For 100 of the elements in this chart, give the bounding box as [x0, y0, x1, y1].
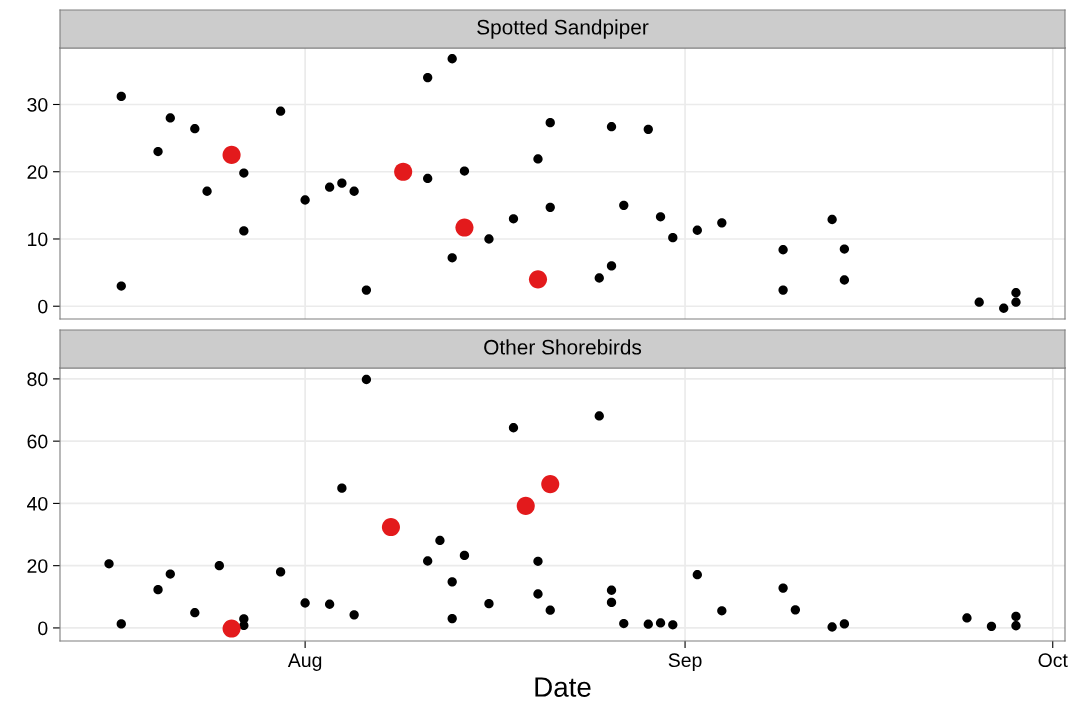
y-tick-label: 40 — [27, 496, 48, 511]
point — [447, 613, 457, 624]
point — [643, 124, 653, 135]
point — [447, 577, 457, 587]
point — [423, 173, 433, 184]
point — [349, 610, 359, 620]
point — [516, 496, 535, 515]
point — [337, 483, 347, 493]
point — [827, 214, 837, 225]
point — [668, 620, 678, 630]
x-tick-label: Aug — [287, 653, 322, 671]
point — [692, 225, 702, 235]
y-tick-label: 20 — [27, 165, 48, 179]
x-tick-label: Oct — [1038, 653, 1068, 668]
point — [606, 261, 617, 271]
y-tick-label: 0 — [38, 621, 48, 636]
point — [324, 599, 335, 609]
point — [839, 619, 850, 629]
point — [533, 556, 543, 566]
chart-title: Spotted Sandpiper — [477, 19, 649, 39]
y-tick-label: 30 — [27, 97, 48, 112]
point — [986, 621, 997, 632]
point — [214, 561, 224, 571]
point — [190, 124, 200, 134]
point — [606, 122, 617, 132]
point — [275, 106, 286, 116]
point — [361, 374, 372, 385]
point — [839, 244, 850, 254]
point — [655, 212, 666, 222]
y-tick-label: 80 — [27, 372, 48, 387]
point — [528, 270, 548, 289]
point — [1011, 297, 1021, 307]
point — [778, 583, 788, 593]
point — [222, 145, 241, 164]
point — [394, 162, 413, 181]
point — [717, 218, 727, 228]
point — [508, 214, 519, 224]
point — [533, 589, 543, 599]
point — [423, 72, 433, 83]
point — [435, 535, 445, 546]
point — [165, 569, 175, 579]
point — [619, 200, 629, 211]
chart-title: Other Shorebirds — [484, 339, 642, 355]
point — [655, 618, 666, 628]
x-tick-label: Sep — [668, 653, 702, 671]
point — [594, 411, 604, 421]
point — [717, 606, 727, 616]
point — [153, 146, 163, 157]
point — [606, 597, 617, 608]
point — [423, 556, 433, 566]
point — [116, 281, 126, 291]
y-tick-label: 20 — [27, 559, 48, 573]
point — [1011, 611, 1021, 622]
point — [459, 166, 470, 176]
point — [839, 275, 850, 285]
point — [606, 585, 617, 595]
point — [104, 559, 114, 569]
point — [790, 605, 801, 615]
point — [459, 550, 470, 561]
point — [827, 622, 837, 632]
y-tick-label: 60 — [27, 434, 48, 449]
point — [116, 619, 126, 629]
point — [349, 186, 359, 196]
point — [962, 613, 972, 623]
x-axis-title: Date — [535, 677, 591, 697]
point — [455, 218, 474, 237]
point — [324, 182, 335, 192]
point — [202, 186, 212, 196]
point — [545, 117, 555, 128]
point — [668, 232, 678, 243]
point — [778, 285, 788, 295]
point — [484, 598, 494, 609]
point — [692, 570, 702, 580]
point — [239, 226, 249, 236]
point — [447, 253, 457, 263]
point — [222, 619, 241, 638]
point — [116, 91, 126, 102]
y-tick-label: 0 — [38, 299, 48, 314]
point — [300, 598, 310, 608]
point — [999, 303, 1009, 313]
point — [190, 608, 200, 618]
y-tick-label: 10 — [28, 232, 48, 247]
point — [533, 154, 543, 164]
point — [484, 234, 494, 244]
point — [541, 475, 560, 494]
point — [381, 518, 400, 537]
point — [300, 195, 310, 205]
point — [165, 113, 175, 123]
point — [1011, 621, 1021, 631]
point — [545, 605, 555, 615]
point — [974, 297, 984, 307]
point — [337, 178, 347, 188]
point — [239, 168, 249, 178]
point — [1011, 288, 1021, 298]
point — [778, 245, 788, 255]
point — [508, 423, 519, 433]
point — [594, 273, 604, 283]
point — [545, 202, 555, 213]
point — [275, 567, 286, 577]
point — [361, 285, 372, 295]
